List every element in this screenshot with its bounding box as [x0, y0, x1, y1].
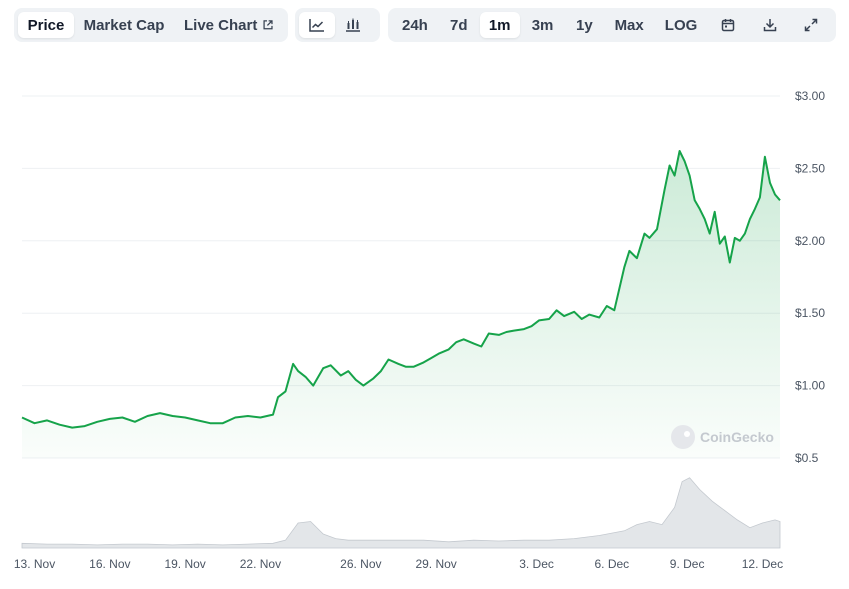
- x-tick-label: 12. Dec: [742, 557, 783, 571]
- y-tick-label: $3.00: [795, 89, 825, 103]
- price-area: [22, 151, 780, 458]
- x-tick-label: 16. Nov: [89, 557, 130, 571]
- range-7d[interactable]: 7d: [450, 16, 468, 34]
- x-tick-label: 3. Dec: [519, 557, 554, 571]
- range-1m[interactable]: 1m: [479, 12, 520, 38]
- volume-area: [21, 477, 781, 549]
- x-tick-label: 19. Nov: [164, 557, 205, 571]
- x-tick-label: 9. Dec: [670, 557, 705, 571]
- x-tick-label: 26. Nov: [340, 557, 381, 571]
- y-tick-label: $1.00: [795, 379, 825, 393]
- y-tick-label: $1.50: [795, 306, 825, 320]
- download-button[interactable]: [749, 12, 791, 38]
- y-tick-label: $2.00: [795, 234, 825, 248]
- range-3m[interactable]: 3m: [531, 16, 554, 34]
- log-scale-toggle[interactable]: LOG: [664, 16, 698, 34]
- chart-toolbar: Price Market Cap Live Chart: [0, 8, 849, 42]
- watermark-text: CoinGecko: [700, 429, 774, 445]
- line-chart-icon: [309, 19, 324, 32]
- download-icon: [763, 19, 776, 32]
- range-1y[interactable]: 1y: [576, 16, 593, 34]
- watermark: CoinGecko: [671, 425, 774, 449]
- x-tick-label: 13. Nov: [14, 557, 55, 571]
- tab-live-chart-label: Live Chart: [184, 16, 258, 34]
- calendar-button[interactable]: [707, 12, 749, 38]
- fullscreen-button[interactable]: [790, 12, 832, 38]
- tab-market-cap[interactable]: Market Cap: [83, 16, 165, 34]
- candlestick-button[interactable]: [335, 12, 371, 38]
- range-max[interactable]: Max: [614, 16, 644, 34]
- x-tick-label: 29. Nov: [415, 557, 456, 571]
- tab-price[interactable]: Price: [18, 12, 74, 38]
- line-chart-button[interactable]: [299, 12, 335, 38]
- metric-tab-group: Price Market Cap Live Chart: [14, 8, 288, 42]
- x-tick-label: 22. Nov: [240, 557, 281, 571]
- expand-icon: [804, 18, 818, 32]
- y-tick-label: $2.50: [795, 161, 825, 175]
- external-link-icon: [263, 20, 273, 30]
- range-24h[interactable]: 24h: [402, 16, 428, 34]
- calendar-icon: [721, 19, 735, 32]
- price-line: [21, 150, 781, 429]
- chart-type-group: [295, 8, 380, 42]
- y-tick-label: $0.5: [795, 451, 819, 465]
- tab-live-chart[interactable]: Live Chart: [174, 12, 284, 38]
- x-tick-label: 6. Dec: [594, 557, 629, 571]
- candlestick-icon: [346, 18, 360, 32]
- range-and-tools-group: 24h 7d 1m 3m 1y Max LOG: [388, 8, 836, 42]
